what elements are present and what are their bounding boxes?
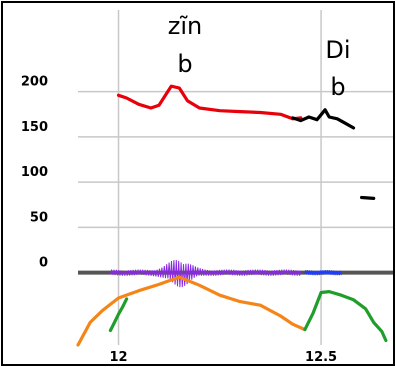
waveform	[109, 259, 342, 288]
x-tick-label-0: 12	[109, 350, 127, 365]
y-tick-label-0: 200	[21, 75, 48, 90]
tick-labels: 200 150 100 50 0 12 12.5	[21, 75, 337, 365]
y-tick-label-3: 50	[30, 210, 48, 225]
x-tick-label-1: 12.5	[305, 350, 337, 365]
series-5-line	[303, 290, 388, 343]
grid	[78, 10, 394, 345]
annotation-di-line-1: b	[330, 73, 345, 101]
series-0-line	[116, 84, 303, 121]
chart-border	[1, 1, 395, 366]
series-3-line	[76, 275, 307, 347]
series-6-waveform	[109, 259, 302, 288]
series-7-waveform	[304, 269, 342, 276]
annotations: zĩn b Di b	[168, 12, 351, 101]
series-4-line	[108, 297, 129, 333]
y-tick-label-4: 0	[39, 256, 48, 271]
series-1-line	[291, 108, 356, 130]
series-group	[76, 84, 388, 347]
y-tick-label-2: 100	[21, 165, 48, 180]
annotation-zin-line-0: zĩn	[168, 12, 202, 40]
annotation-di-line-0: Di	[325, 36, 350, 64]
annotation-zin-line-1: b	[177, 50, 192, 78]
series-2-line	[360, 195, 376, 200]
y-tick-label-1: 150	[21, 120, 48, 135]
